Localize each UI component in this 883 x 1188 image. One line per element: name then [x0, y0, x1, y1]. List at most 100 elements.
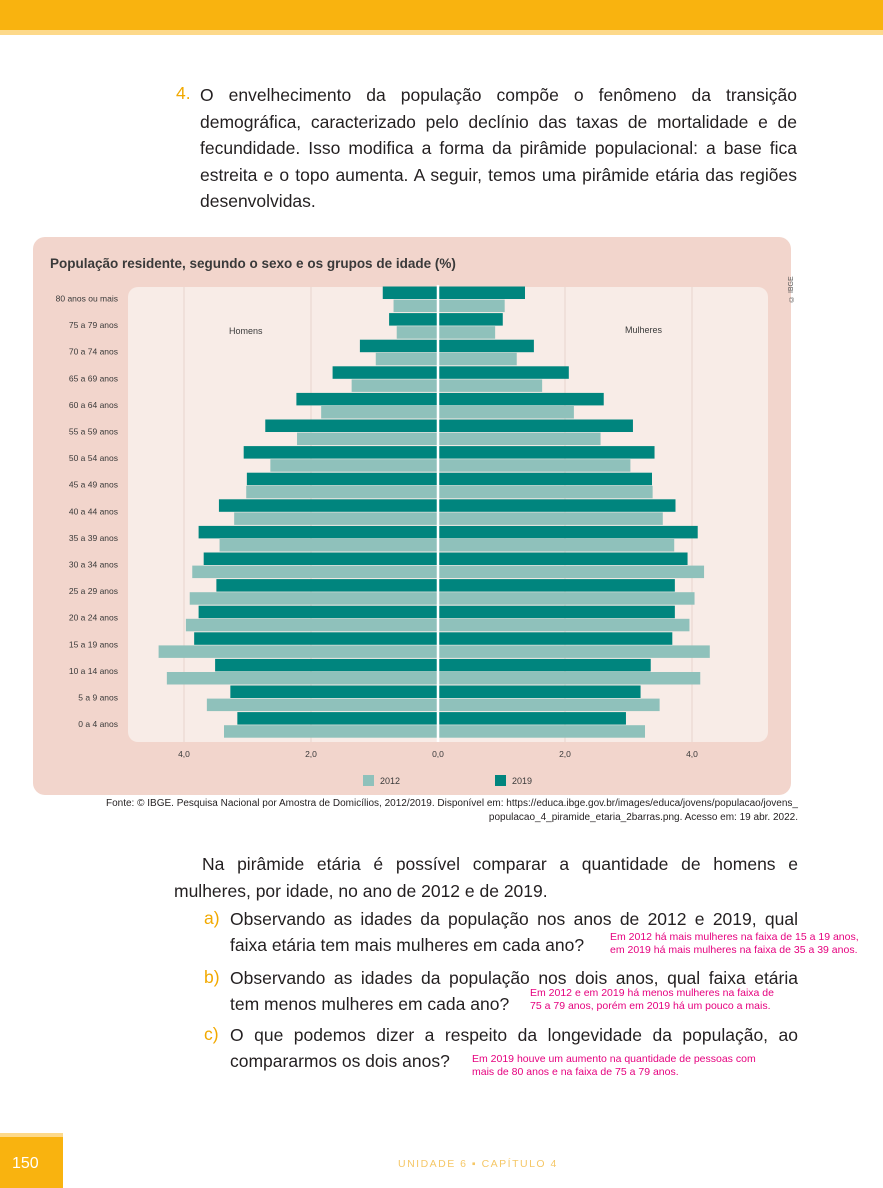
bar-2019-women-11	[438, 579, 675, 592]
age-label: 75 a 79 anos	[69, 320, 118, 330]
age-label: 45 a 49 anos	[69, 480, 118, 490]
item-c-letter: c)	[204, 1024, 219, 1044]
bar-2019-women-16	[438, 712, 626, 725]
bar-2012-women-0	[438, 299, 505, 313]
bar-2012-men-8	[234, 512, 438, 525]
bar-2012-men-13	[158, 645, 438, 658]
bar-2019-men-4	[296, 392, 438, 406]
bar-2012-women-1	[438, 326, 496, 339]
item-c-answer: Em 2019 houve um aumento na quantidade d…	[472, 1053, 756, 1078]
bar-2012-women-12	[438, 618, 690, 632]
source-citation: Fonte: © IBGE. Pesquisa Nacional por Amo…	[40, 797, 798, 825]
item-a-line-1: Observando as idades da população nos an…	[230, 909, 798, 929]
bar-2019-men-6	[243, 446, 438, 459]
age-label: 50 a 54 anos	[69, 453, 118, 463]
men-label: Homens	[229, 326, 263, 336]
age-label: 0 a 4 anos	[78, 719, 118, 729]
x-tick-label: 2,0	[305, 749, 317, 759]
legend-label-2012: 2012	[380, 776, 400, 786]
item-b-answer-line-2: 75 a 79 anos, porém em 2019 há um pouco …	[530, 999, 771, 1012]
unit-chapter-label: UNIDADE 6 ▪ CAPÍTULO 4	[398, 1158, 558, 1170]
bar-2012-women-7	[438, 485, 653, 499]
x-tick-label: 4,0	[686, 749, 698, 759]
population-pyramid-chart: 80 anos ou mais 75 a 79 anos 70 a 74 anos 6…	[56, 285, 768, 786]
age-label: 30 a 34 anos	[69, 560, 118, 570]
bar-2019-men-0	[382, 286, 438, 299]
item-a-letter: a)	[204, 908, 220, 928]
item-b-line-1: Observando as idades da população nos do…	[230, 968, 798, 988]
item-c-answer-line-2: mais de 80 anos e na faixa de 75 a 79 an…	[472, 1065, 679, 1078]
chart-title: População residente, segundo o sexo e os…	[50, 256, 456, 271]
item-a-answer-line-1: Em 2012 há mais mulheres na faixa de 15 …	[610, 931, 859, 943]
page-number-box-stripe	[0, 1133, 63, 1137]
bar-2012-men-16	[224, 725, 438, 738]
bar-2019-women-0	[438, 286, 525, 299]
top-banner	[0, 0, 883, 30]
bar-2012-women-14	[438, 672, 701, 685]
bar-2019-men-16	[237, 712, 438, 725]
item-b-letter: b)	[204, 967, 220, 987]
bar-2019-men-13	[194, 632, 438, 645]
bar-2012-men-15	[206, 698, 438, 712]
bar-2019-men-11	[216, 579, 438, 592]
bar-2019-men-7	[246, 472, 438, 486]
bar-2012-men-10	[192, 565, 438, 579]
item-a-answer-line-2: em 2019 há mais mulheres na faixa de 35 …	[610, 943, 858, 956]
bar-2019-women-8	[438, 499, 676, 512]
bar-2012-men-9	[219, 539, 438, 552]
x-tick-label: 2,0	[559, 749, 571, 759]
page-number: 150	[12, 1155, 39, 1172]
bar-2012-men-11	[189, 592, 438, 605]
page-number-box	[0, 1137, 63, 1188]
women-label: Mulheres	[625, 325, 663, 335]
bar-2012-men-5	[297, 432, 438, 446]
bar-2012-women-15	[438, 698, 660, 712]
bar-2012-men-2	[375, 352, 438, 366]
source-line-1: Fonte: © IBGE. Pesquisa Nacional por Amo…	[105, 798, 798, 809]
bar-2019-women-7	[438, 472, 652, 486]
item-b-answer-line-1: Em 2012 e em 2019 há menos mulheres na f…	[530, 987, 774, 999]
item-b-answer: Em 2012 e em 2019 há menos mulheres na f…	[530, 987, 774, 1012]
item-b-line-2: tem menos mulheres em cada ano?	[230, 994, 510, 1014]
item-a-answer: Em 2012 há mais mulheres na faixa de 15 …	[610, 931, 859, 956]
bar-2019-men-9	[198, 525, 438, 539]
source-line-2: populacao_4_piramide_etaria_2barras.png.…	[488, 812, 798, 823]
bar-2019-women-12	[438, 605, 675, 619]
bar-2012-men-12	[185, 618, 438, 632]
bar-2019-women-1	[438, 313, 503, 326]
x-tick-label: 0,0	[432, 749, 444, 759]
question-number: 4.	[176, 83, 191, 103]
bar-2019-men-10	[203, 552, 438, 565]
bar-2019-women-4	[438, 392, 604, 406]
bar-2019-women-3	[438, 366, 569, 379]
bar-2019-women-9	[438, 525, 698, 539]
bar-2019-women-6	[438, 446, 655, 459]
age-label: 35 a 39 anos	[69, 533, 118, 543]
bar-2012-women-10	[438, 565, 705, 579]
bar-2012-women-2	[438, 352, 517, 366]
bar-2012-women-13	[438, 645, 710, 658]
question-text: O envelhecimento da população compõe o f…	[200, 85, 797, 211]
bar-2012-women-5	[438, 432, 601, 446]
bar-2012-men-6	[270, 459, 438, 472]
bar-2019-men-1	[389, 313, 438, 326]
age-label: 40 a 44 anos	[69, 506, 118, 516]
age-label: 15 a 19 anos	[69, 639, 118, 649]
bar-2019-men-12	[198, 605, 438, 619]
bar-2012-men-0	[393, 299, 438, 313]
bar-2012-women-8	[438, 512, 663, 525]
bar-2012-women-11	[438, 592, 695, 605]
bar-2019-women-5	[438, 419, 633, 432]
age-label: 70 a 74 anos	[69, 347, 118, 357]
bar-2012-women-4	[438, 406, 574, 419]
bar-2012-men-14	[166, 672, 439, 685]
bar-2012-men-7	[246, 485, 438, 499]
bar-2019-women-13	[438, 632, 673, 645]
bar-2019-women-2	[438, 339, 534, 353]
bar-2019-men-14	[215, 658, 438, 672]
item-c-line-2: compararmos os dois anos?	[230, 1051, 450, 1071]
age-label: 25 a 29 anos	[69, 586, 118, 596]
legend-swatch-2019	[495, 775, 506, 786]
item-c-answer-line-1: Em 2019 houve um aumento na quantidade d…	[472, 1053, 756, 1065]
age-label: 60 a 64 anos	[69, 400, 118, 410]
